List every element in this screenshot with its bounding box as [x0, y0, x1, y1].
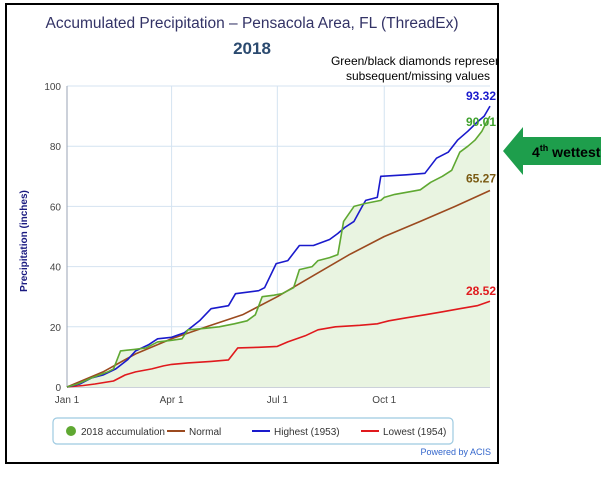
end-label-highest-1953: 93.32”: [466, 89, 497, 103]
chart-title: Accumulated Precipitation – Pensacola Ar…: [46, 15, 459, 32]
legend-label-2018-accumulation: 2018 accumulation: [81, 427, 165, 438]
end-label-lowest-1954: 28.52”: [466, 284, 497, 298]
legend-label-highest-1953: Highest (1953): [274, 427, 340, 438]
x-tick-label: Jul 1: [267, 395, 289, 406]
note-line-1: Green/black diamonds represent: [331, 54, 497, 68]
y-tick-label: 60: [50, 202, 62, 213]
rank-number: 4: [532, 144, 540, 160]
note-line-2: subsequent/missing values: [346, 69, 490, 83]
y-tick-label: 80: [50, 142, 62, 153]
series-2018-accumulation: [66, 115, 491, 388]
wettest-rank-arrow: 4th wettest: [503, 127, 601, 175]
powered-by-acis: Powered by ACIS: [420, 447, 491, 457]
end-label-2018-accumulation: 90.01”: [466, 115, 497, 129]
accumulation-area: [67, 116, 490, 387]
chart-frame: Accumulated Precipitation – Pensacola Ar…: [5, 3, 499, 464]
y-tick-label: 20: [50, 323, 62, 334]
y-tick-label: 0: [55, 383, 61, 394]
rank-word: wettest: [548, 144, 600, 160]
y-tick-label: 40: [50, 263, 62, 274]
svg-text:4th wettest: 4th wettest: [532, 143, 601, 160]
y-axis-label: Precipitation (inches): [19, 190, 30, 292]
legend-label-normal: Normal: [189, 427, 221, 438]
chart-svg: Accumulated Precipitation – Pensacola Ar…: [19, 15, 497, 457]
series-normal: [66, 189, 491, 388]
y-tick-label: 100: [44, 82, 61, 93]
legend-marker-2018-accumulation: [66, 426, 76, 436]
x-tick-label: Jan 1: [55, 395, 80, 406]
plot-area: 0 20 40 60 80 100 Jan 1 Apr 1 Jul 1 Oct 1 93.32” 90…: [44, 82, 497, 406]
series-lowest-1954: [66, 300, 491, 388]
x-tick-label: Apr 1: [160, 395, 184, 406]
chart-subtitle: 2018: [233, 39, 271, 58]
x-tick-label: Oct 1: [372, 395, 396, 406]
rank-superscript: th: [540, 143, 549, 153]
legend-label-lowest-1954: Lowest (1954): [383, 427, 446, 438]
arrow-shape: [503, 127, 601, 175]
legend: 2018 accumulation Normal Highest (1953) Low…: [52, 417, 454, 445]
end-label-normal: 65.27”: [466, 172, 497, 186]
